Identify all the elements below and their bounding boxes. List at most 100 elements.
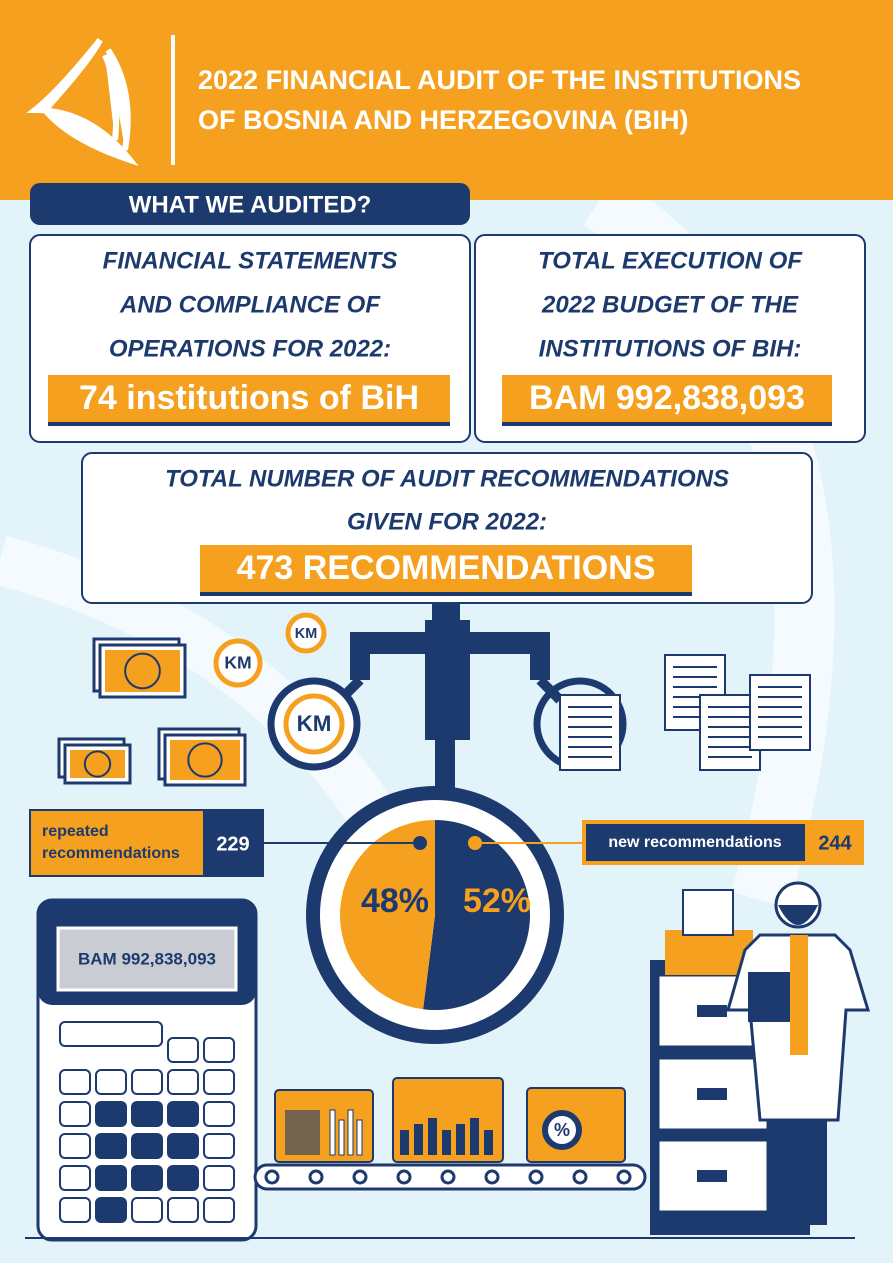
logo bbox=[26, 38, 139, 167]
folder-bar bbox=[338, 1119, 345, 1156]
conveyor-wheel bbox=[264, 1169, 280, 1185]
conveyor-wheel bbox=[440, 1169, 456, 1185]
calculator-key bbox=[95, 1133, 127, 1159]
highlight-underline bbox=[200, 592, 692, 596]
folder-icon: % bbox=[554, 1120, 570, 1140]
connector-dot bbox=[413, 836, 427, 850]
title-line: OF BOSNIA AND HERZEGOVINA (BIH) bbox=[198, 105, 689, 135]
calculator-key bbox=[59, 1165, 91, 1191]
calculator-key bbox=[167, 1197, 199, 1223]
calculator-key bbox=[167, 1037, 199, 1063]
calculator-key bbox=[95, 1101, 127, 1127]
callout-label-bg bbox=[586, 824, 805, 861]
folder bbox=[665, 930, 753, 975]
card-line: OPERATIONS FOR 2022: bbox=[109, 335, 391, 362]
card-line: INSTITUTIONS OF BIH: bbox=[539, 335, 802, 362]
highlight-bg bbox=[502, 375, 832, 422]
callout-count: 229 bbox=[216, 833, 249, 855]
banknote-coin bbox=[83, 750, 112, 778]
callout-label: recommendations bbox=[42, 845, 180, 862]
highlight: BAM 992,838,093 bbox=[529, 379, 805, 417]
folder-bar bbox=[414, 1124, 423, 1155]
calculator-key bbox=[95, 1197, 127, 1223]
card-line: GIVEN FOR 2022: bbox=[347, 508, 547, 535]
folder-bar bbox=[484, 1130, 493, 1155]
coin-label: KM bbox=[297, 711, 332, 736]
calculator-key bbox=[131, 1133, 163, 1159]
banknote-coin bbox=[187, 742, 223, 778]
title-line: 2022 FINANCIAL AUDIT OF THE INSTITUTIONS bbox=[198, 65, 801, 95]
calculator-key bbox=[203, 1165, 235, 1191]
calculator-key bbox=[167, 1165, 199, 1191]
stand bbox=[435, 740, 455, 790]
callout-count: 244 bbox=[818, 832, 852, 854]
doctor-beard bbox=[778, 905, 818, 925]
calculator-key bbox=[203, 1101, 235, 1127]
conveyor-wheel bbox=[572, 1169, 588, 1185]
conveyor-wheel bbox=[528, 1169, 544, 1185]
folder-bar bbox=[356, 1119, 363, 1156]
banknote-coin bbox=[124, 652, 161, 690]
folder-bar bbox=[470, 1118, 479, 1155]
coin bbox=[285, 612, 327, 654]
folder-chart bbox=[285, 1110, 320, 1155]
calculator-key bbox=[131, 1069, 163, 1095]
conveyor-wheel bbox=[352, 1169, 368, 1185]
coin bbox=[283, 693, 345, 755]
calculator-key bbox=[131, 1165, 163, 1191]
paper bbox=[682, 889, 734, 936]
doctor-legs bbox=[772, 1120, 827, 1225]
calculator-key bbox=[131, 1101, 163, 1127]
calculator-key bbox=[59, 1021, 163, 1047]
folder-bar bbox=[347, 1109, 354, 1156]
highlight-underline bbox=[48, 422, 450, 426]
calculator-display bbox=[56, 926, 238, 992]
folder-bar bbox=[428, 1118, 437, 1155]
highlight-bg bbox=[48, 375, 450, 422]
highlight-underline bbox=[502, 422, 832, 426]
callout-label: repeated bbox=[42, 823, 109, 840]
conveyor-wheel bbox=[616, 1169, 632, 1185]
pie-slice bbox=[423, 820, 530, 1010]
drawer-handle bbox=[697, 1005, 727, 1017]
conveyor-wheel bbox=[396, 1169, 412, 1185]
stand bbox=[425, 620, 470, 740]
calculator-key bbox=[59, 1133, 91, 1159]
highlight: 473 RECOMMENDATIONS bbox=[237, 549, 656, 587]
calculator-key bbox=[167, 1069, 199, 1095]
callout-count-bg bbox=[203, 810, 263, 876]
pie-label: 52% bbox=[463, 882, 531, 920]
pie-label: 48% bbox=[361, 882, 429, 920]
conveyor-wheel bbox=[484, 1169, 500, 1185]
folder-bar bbox=[456, 1124, 465, 1155]
conveyor-wheel bbox=[308, 1169, 324, 1185]
coin-label: KM bbox=[295, 626, 317, 642]
calculator-key bbox=[131, 1197, 163, 1223]
folder-bar bbox=[400, 1130, 409, 1155]
drawer-handle bbox=[697, 1170, 727, 1182]
header-band bbox=[0, 0, 893, 200]
highlight: 74 institutions of BiH bbox=[79, 379, 419, 417]
calculator-key bbox=[203, 1069, 235, 1095]
callout-label: new recommendations bbox=[608, 834, 781, 851]
coin bbox=[213, 638, 263, 688]
calculator-key bbox=[95, 1165, 127, 1191]
connector-dot bbox=[468, 836, 482, 850]
calculator-key bbox=[167, 1101, 199, 1127]
coin-label: KM bbox=[224, 653, 251, 673]
calculator-key bbox=[203, 1037, 235, 1063]
card-line: TOTAL EXECUTION OF bbox=[538, 247, 803, 274]
calculator-key bbox=[59, 1069, 91, 1095]
doctor-shirt bbox=[790, 935, 808, 1055]
card-line: 2022 BUDGET OF THE bbox=[541, 291, 799, 318]
highlight-bg bbox=[200, 545, 692, 592]
calculator-key bbox=[167, 1133, 199, 1159]
calculator-key bbox=[203, 1133, 235, 1159]
section-title: WHAT WE AUDITED? bbox=[129, 191, 372, 218]
folder-bar bbox=[329, 1109, 336, 1156]
section-pill bbox=[30, 183, 470, 225]
pie-slice bbox=[339, 820, 435, 1010]
calculator-key bbox=[95, 1069, 127, 1095]
card-line: FINANCIAL STATEMENTS bbox=[103, 247, 398, 274]
